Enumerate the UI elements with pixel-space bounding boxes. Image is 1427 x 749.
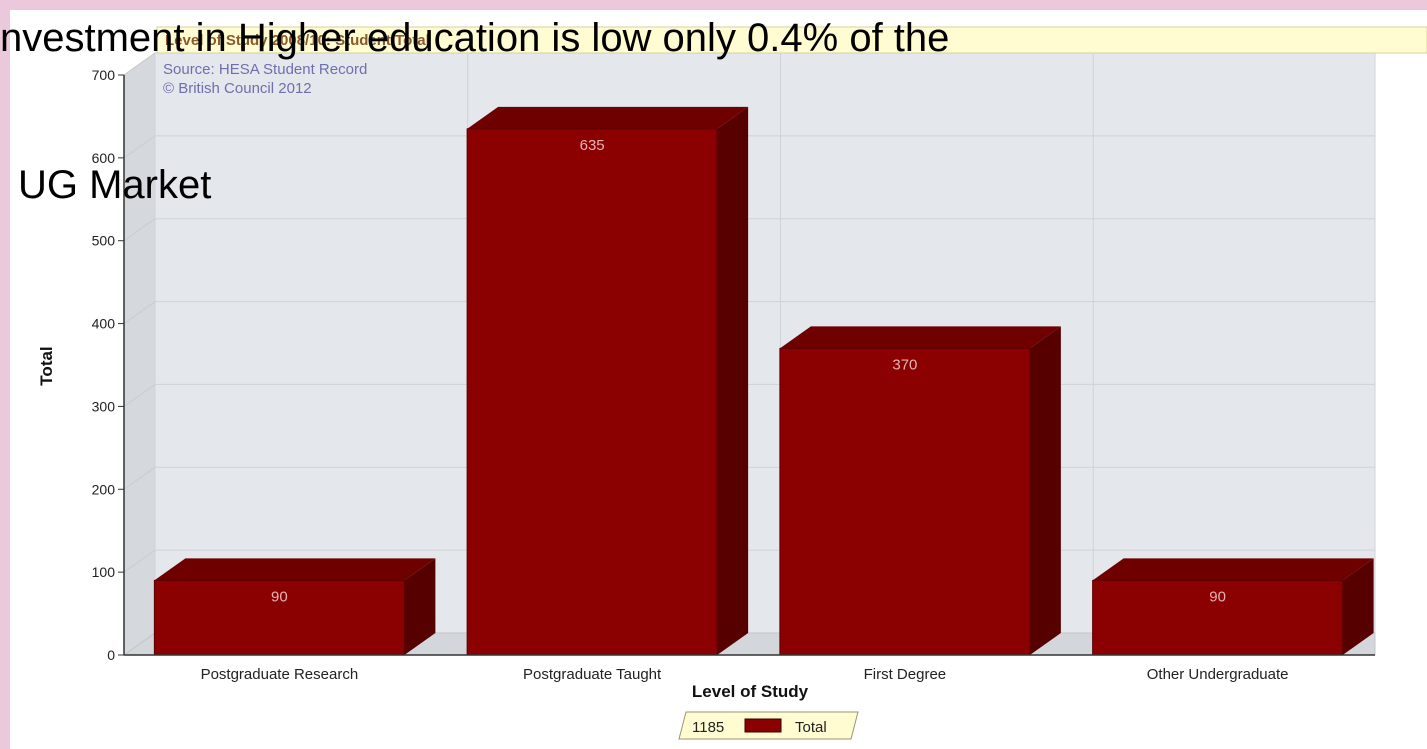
data-label: 90 [271,588,288,605]
x-tick-label: First Degree [864,666,947,683]
grid-line-diagonal [123,384,156,407]
y-tick-label: 200 [92,481,116,497]
legend-swatch [744,718,782,733]
bar-side [404,558,436,655]
y-tick-label: 400 [92,316,116,332]
slide-title-line-1: nvestment in Higher education is low onl… [0,18,950,60]
bar-side [1029,326,1061,655]
chart-title: Level of Study 2008/10: Student Total [165,32,430,49]
y-tick-label: 600 [92,150,116,166]
bar [153,579,405,656]
y-tick-label: 0 [107,647,115,663]
bar-top [467,106,749,129]
grid-line-diagonal [123,301,156,324]
data-label: 635 [580,137,605,154]
bar-top [154,558,436,581]
grid-line-diagonal [123,466,156,490]
legend-total-value: 1185 [692,719,724,736]
y-tick-label: 500 [92,233,116,249]
data-label: 370 [892,356,917,373]
chart-credit: Source: HESA Student Record [163,61,367,78]
data-label: 90 [1209,588,1226,605]
bar-side [1342,558,1374,655]
y-tick-label: 100 [92,564,116,580]
x-tick-label: Postgraduate Research [201,666,359,683]
chart-credit: © British Council 2012 [163,80,312,97]
slide-title: nvestment in Higher education is low onl… [0,18,1427,205]
y-tick-label: 300 [92,398,116,414]
slide-title-line-2: UG Market [18,163,212,205]
bar-top [779,326,1061,349]
bar [779,347,1031,656]
x-tick-label: Other Undergraduate [1147,666,1289,683]
grid-line-diagonal [123,135,156,159]
axes [118,74,1375,656]
y-tick-label: 700 [92,67,116,83]
legend-series-label: Total [795,719,827,736]
grid-line-diagonal [123,218,156,242]
chart-labels: Level of Study 2008/10: Student Total Sou… [37,26,1427,740]
back-wall [154,52,1376,634]
grid-line-diagonal [123,549,156,573]
bars [153,106,1374,656]
chart-title-band [156,26,1427,54]
bar-top [1092,558,1374,581]
grid-line-diagonal [123,52,156,76]
bar-side [717,106,749,656]
y-axis-title: Total [37,346,56,385]
x-tick-label: Postgraduate Taught [523,666,662,683]
x-axis-title: Level of Study [692,682,809,701]
bar [466,128,718,656]
